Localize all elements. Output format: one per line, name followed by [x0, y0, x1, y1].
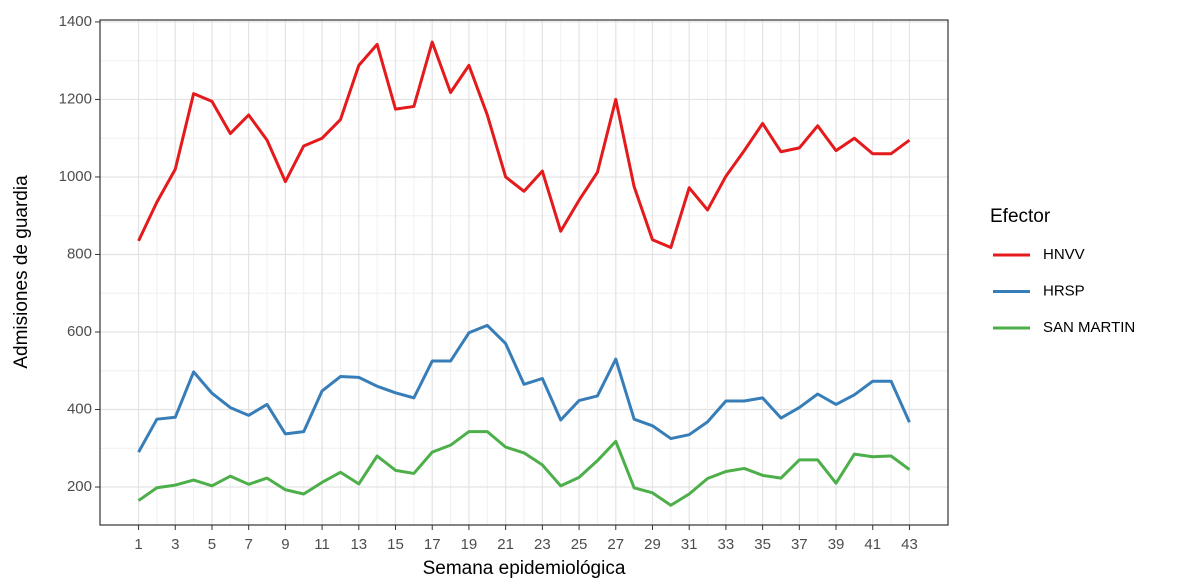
- x-tick-label: 25: [571, 536, 588, 553]
- x-tick-label: 33: [718, 536, 735, 553]
- y-tick-label: 1200: [59, 90, 92, 107]
- legend-title: Efector: [990, 206, 1051, 227]
- y-axis-title: Admisiones de guardia: [11, 175, 32, 369]
- x-tick-label: 39: [828, 536, 845, 553]
- y-tick-label: 600: [67, 323, 92, 340]
- x-tick-label: 43: [901, 536, 918, 553]
- legend-label: HRSP: [1043, 282, 1085, 299]
- x-tick-label: 15: [387, 536, 404, 553]
- y-tick-label: 1400: [59, 13, 92, 30]
- y-tick-label: 400: [67, 400, 92, 417]
- y-tick-label: 1000: [59, 168, 92, 185]
- x-tick-label: 9: [281, 536, 289, 553]
- y-tick-label: 200: [67, 478, 92, 495]
- x-axis-title: Semana epidemiológica: [423, 558, 626, 579]
- x-tick-label: 29: [644, 536, 661, 553]
- series-line: [137, 40, 911, 249]
- series-line: [137, 323, 911, 453]
- x-tick-label: 13: [350, 536, 367, 553]
- x-tick-label: 27: [607, 536, 624, 553]
- x-tick-label: 41: [864, 536, 881, 553]
- x-tick-label: 31: [681, 536, 698, 553]
- x-tick-label: 19: [461, 536, 478, 553]
- x-tick-label: 37: [791, 536, 808, 553]
- x-tick-label: 35: [754, 536, 771, 553]
- x-tick-label: 5: [208, 536, 216, 553]
- x-tick-label: 23: [534, 536, 551, 553]
- x-tick-label: 1: [134, 536, 142, 553]
- x-tick-label: 3: [171, 536, 179, 553]
- legend-label: SAN MARTIN: [1043, 319, 1135, 336]
- x-tick-label: 21: [497, 536, 514, 553]
- plot-border: [99, 19, 949, 526]
- x-tick-label: 17: [424, 536, 441, 553]
- x-tick-label: 7: [245, 536, 253, 553]
- y-tick-label: 800: [67, 245, 92, 262]
- legend-label: HNVV: [1043, 246, 1085, 263]
- series-line: [137, 430, 911, 507]
- x-tick-label: 11: [314, 536, 330, 553]
